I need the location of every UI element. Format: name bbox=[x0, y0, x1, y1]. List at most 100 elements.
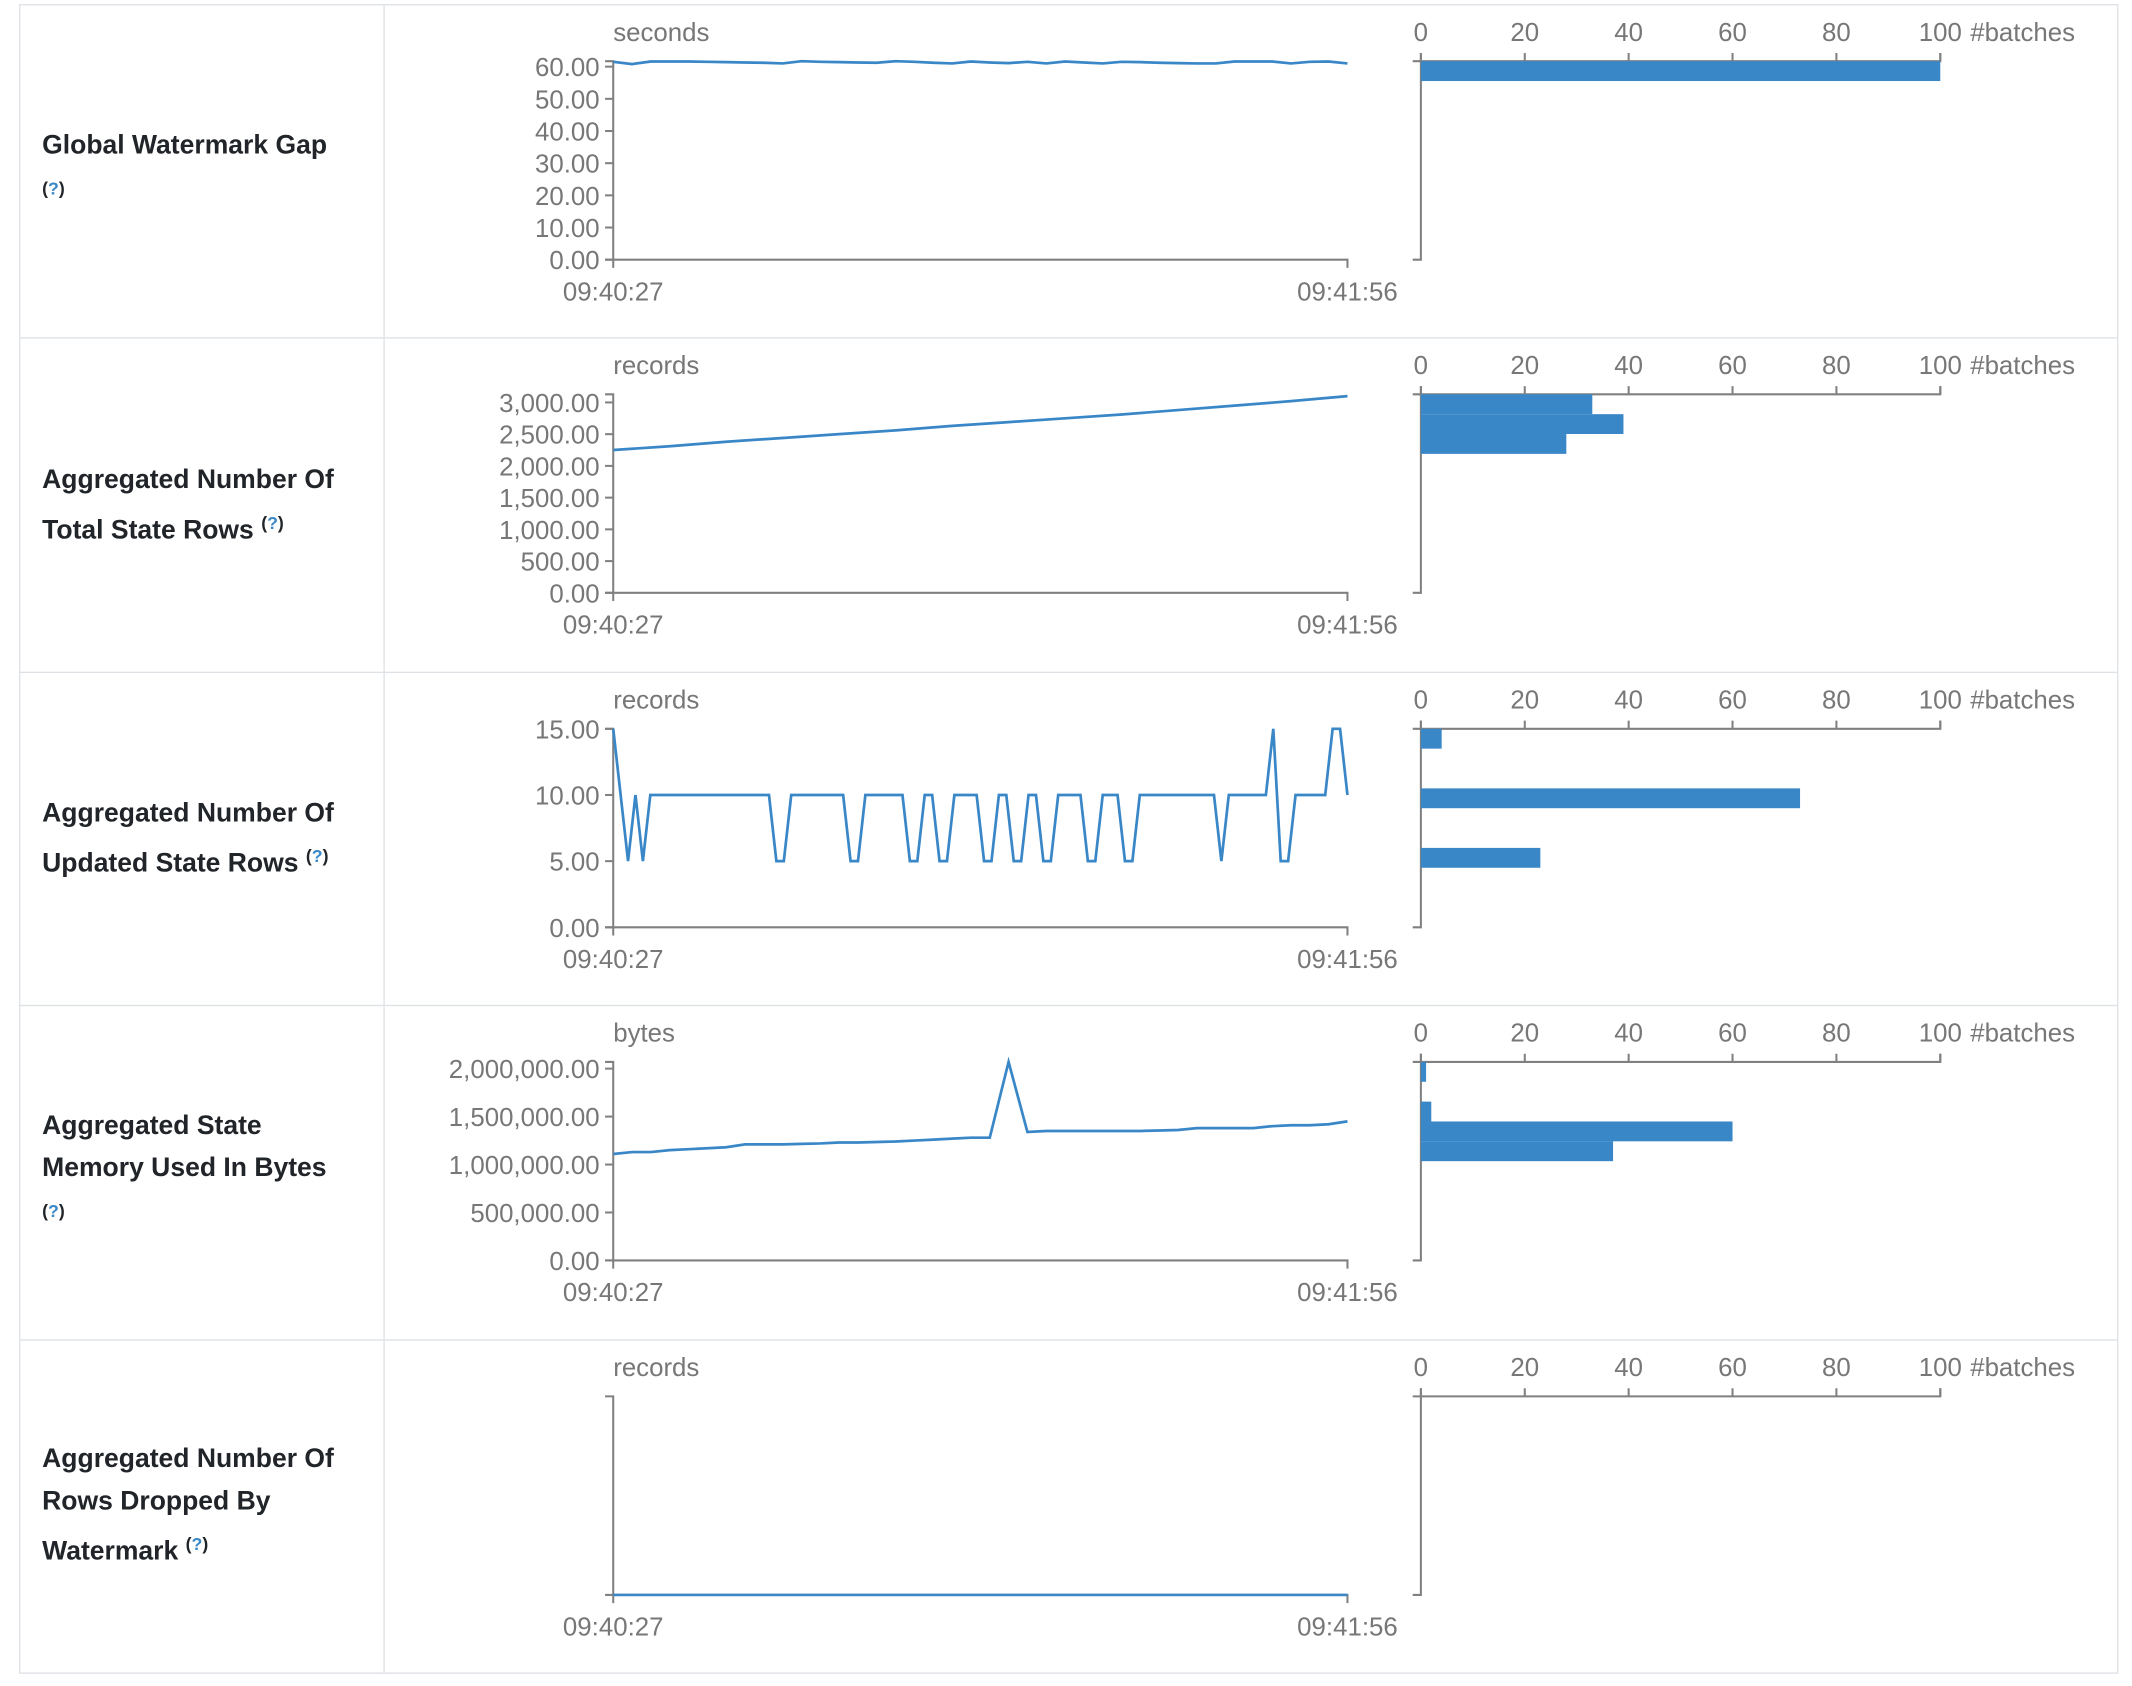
x-axis-line bbox=[612, 592, 1349, 602]
histogram-x-axis bbox=[1419, 720, 1942, 730]
metric-label: Aggregated Number Of Total State Rows (?… bbox=[42, 464, 334, 545]
y-tick-label: 30.00 bbox=[535, 151, 600, 179]
y-axis-line bbox=[605, 1061, 615, 1262]
histogram-tick-label: 0 bbox=[1414, 1353, 1428, 1381]
x-tick-label-start: 09:40:27 bbox=[563, 946, 664, 974]
histogram-unit-label: #batches bbox=[1970, 352, 2075, 380]
series-line bbox=[611, 727, 1349, 863]
help-tooltip[interactable]: (?) bbox=[42, 1200, 65, 1221]
metric-chart: bytes 0.00 500,000.00 1,000,000.00 1,500,000… bbox=[449, 1020, 2075, 1308]
metric-row: Global Watermark Gap (?) seconds 0.00 10.00… bbox=[20, 5, 2118, 340]
chart-cell: seconds 0.00 10.00 20.00 30.00 40.00 50.00 60.0… bbox=[385, 5, 2117, 337]
histogram-tick-label: 20 bbox=[1510, 686, 1539, 714]
chart-cell: records 0.00 5.00 10.00 15.00 09:40:27 09:41:5… bbox=[385, 673, 2117, 1005]
histogram-tick-label: 80 bbox=[1822, 352, 1851, 380]
x-tick-label-end: 09:41:56 bbox=[1297, 612, 1398, 640]
metric-label: Aggregated State Memory Used In Bytes (?) bbox=[42, 1110, 327, 1221]
histogram-tick-label: 0 bbox=[1414, 1020, 1428, 1048]
histogram-tick-label: 100 bbox=[1919, 686, 1962, 714]
metric-label: Aggregated Number Of Updated State Rows … bbox=[42, 798, 334, 879]
chart-cell: records 0.00 500.00 1,000.00 1,500.00 2,000.0… bbox=[385, 339, 2117, 671]
histogram-tick-label: 100 bbox=[1919, 1020, 1962, 1048]
y-tick-label: 500,000.00 bbox=[470, 1200, 599, 1228]
histogram-bar bbox=[1420, 847, 1541, 868]
help-tooltip[interactable]: (?) bbox=[305, 845, 329, 867]
y-tick-label: 500.00 bbox=[521, 549, 600, 577]
histogram-unit-label: #batches bbox=[1970, 686, 2075, 714]
series-line bbox=[613, 395, 1348, 452]
help-tooltip[interactable]: (?) bbox=[261, 512, 284, 533]
x-tick-label-end: 09:41:56 bbox=[1297, 946, 1398, 974]
help-tooltip[interactable]: (?) bbox=[185, 1534, 209, 1555]
help-tooltip[interactable]: (?) bbox=[42, 178, 65, 199]
metric-label: Aggregated Number Of Rows Dropped By Wat… bbox=[42, 1444, 334, 1567]
histogram-tick-label: 80 bbox=[1822, 1353, 1851, 1381]
x-axis-line bbox=[612, 925, 1349, 936]
y-tick-label: 1,500,000.00 bbox=[449, 1104, 600, 1132]
x-tick-label-start: 09:40:27 bbox=[563, 1613, 664, 1641]
histogram-y-axis bbox=[1412, 393, 1422, 595]
histogram-unit-label: #batches bbox=[1970, 1020, 2075, 1048]
histogram-bar bbox=[1420, 728, 1442, 749]
y-tick-label: 10.00 bbox=[535, 782, 600, 810]
x-axis-line bbox=[612, 258, 1349, 268]
x-tick-label-start: 09:40:27 bbox=[563, 1279, 664, 1307]
histogram-tick-label: 40 bbox=[1614, 352, 1643, 380]
histogram-tick-label: 80 bbox=[1822, 19, 1851, 47]
histogram-tick-label: 100 bbox=[1919, 352, 1962, 380]
y-axis-unit-label: records bbox=[613, 686, 699, 714]
y-tick-label: 1,500.00 bbox=[499, 486, 600, 514]
histogram-unit-label: #batches bbox=[1970, 1353, 2075, 1381]
y-tick-label: 0.00 bbox=[549, 581, 599, 609]
histogram-tick-label: 40 bbox=[1614, 1353, 1643, 1381]
histogram-y-axis bbox=[1412, 727, 1422, 929]
histogram-tick-label: 80 bbox=[1822, 686, 1851, 714]
histogram-tick-label: 40 bbox=[1614, 686, 1643, 714]
chart-cell: bytes 0.00 500,000.00 1,000,000.00 1,500,000… bbox=[385, 1006, 2117, 1338]
histogram-bar bbox=[1420, 1141, 1614, 1162]
histogram-bar bbox=[1420, 61, 1941, 82]
y-tick-label: 0.00 bbox=[549, 915, 599, 943]
histogram-tick-label: 100 bbox=[1919, 1353, 1962, 1381]
histogram-bar bbox=[1420, 1101, 1432, 1122]
histogram-tick-label: 20 bbox=[1510, 19, 1539, 47]
metric-row: Aggregated Number Of Rows Dropped By Wat… bbox=[20, 1340, 2118, 1674]
histogram-tick-label: 20 bbox=[1510, 352, 1539, 380]
histogram-tick-label: 0 bbox=[1414, 19, 1428, 47]
x-axis-line bbox=[612, 1259, 1349, 1269]
histogram-y-axis bbox=[1412, 1394, 1422, 1596]
x-tick-label-end: 09:41:56 bbox=[1297, 278, 1398, 306]
histogram-x-axis bbox=[1419, 1387, 1942, 1397]
histogram-unit-label: #batches bbox=[1970, 19, 2075, 47]
y-axis-unit-label: records bbox=[613, 1353, 699, 1381]
question-icon: ? bbox=[48, 178, 59, 199]
question-icon: ? bbox=[267, 512, 278, 533]
y-tick-label: 0.00 bbox=[549, 1248, 599, 1276]
y-tick-label: 15.00 bbox=[535, 716, 600, 744]
histogram-tick-label: 60 bbox=[1718, 19, 1747, 47]
histogram-tick-label: 60 bbox=[1718, 686, 1747, 714]
y-tick-label: 20.00 bbox=[535, 183, 600, 211]
histogram-y-axis bbox=[1412, 60, 1422, 261]
histogram-tick-label: 40 bbox=[1614, 19, 1643, 47]
metric-row: Aggregated State Memory Used In Bytes (?)… bbox=[20, 1006, 2118, 1341]
question-icon: ? bbox=[311, 845, 323, 867]
metric-chart: records 09:40:27 09:41:56 0 20 40 60 80 100 #batc… bbox=[563, 1353, 2075, 1641]
histogram-tick-label: 60 bbox=[1718, 1353, 1747, 1381]
metric-label: Global Watermark Gap (?) bbox=[42, 130, 328, 199]
histogram-tick-label: 100 bbox=[1919, 19, 1962, 47]
question-icon: ? bbox=[48, 1200, 59, 1221]
x-tick-label-end: 09:41:56 bbox=[1297, 1279, 1398, 1307]
question-icon: ? bbox=[191, 1534, 203, 1555]
y-axis-line bbox=[605, 393, 615, 595]
y-tick-label: 50.00 bbox=[535, 86, 600, 114]
y-tick-label: 60.00 bbox=[535, 54, 600, 82]
histogram-tick-label: 0 bbox=[1414, 686, 1428, 714]
y-axis-line bbox=[605, 1394, 615, 1596]
histogram-y-axis bbox=[1412, 1061, 1422, 1262]
histogram-x-axis bbox=[1419, 386, 1942, 396]
y-axis-line bbox=[605, 60, 615, 261]
series-line bbox=[613, 1056, 1348, 1156]
metric-chart: records 0.00 5.00 10.00 15.00 09:40:27 09:41:5… bbox=[535, 686, 2075, 974]
histogram-bar bbox=[1420, 1062, 1427, 1083]
